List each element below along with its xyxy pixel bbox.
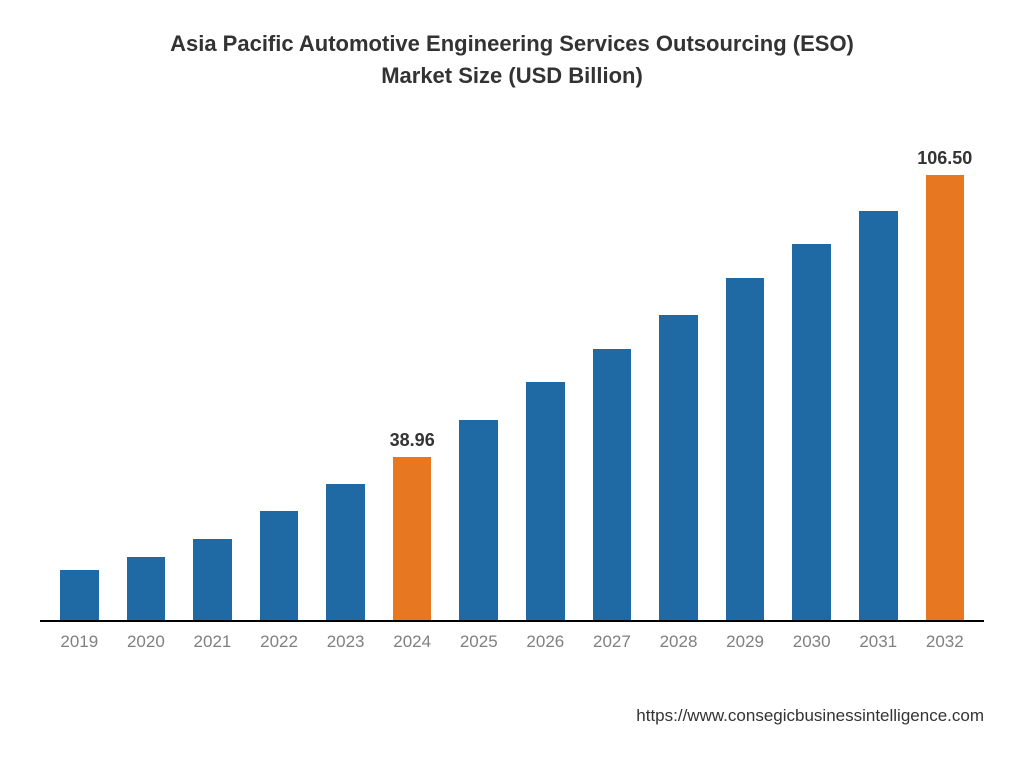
bar-slot-2019 bbox=[46, 140, 113, 620]
bar-2028 bbox=[659, 315, 698, 620]
bar-2024 bbox=[393, 457, 432, 620]
source-url: https://www.consegicbusinessintelligence… bbox=[636, 706, 984, 726]
bar-2026 bbox=[526, 382, 565, 620]
bar-2031 bbox=[859, 211, 898, 620]
x-tick-2025: 2025 bbox=[445, 622, 512, 658]
x-tick-2019: 2019 bbox=[46, 622, 113, 658]
bar-slot-2023 bbox=[312, 140, 379, 620]
bar-2023 bbox=[326, 484, 365, 620]
plot-area: 38.96 106.50 bbox=[40, 140, 984, 622]
x-tick-2030: 2030 bbox=[778, 622, 845, 658]
bar-slot-2031 bbox=[845, 140, 912, 620]
x-tick-2020: 2020 bbox=[113, 622, 180, 658]
chart-area: 38.96 106.50 2019202020212022202320242025… bbox=[40, 140, 984, 658]
x-tick-2023: 2023 bbox=[312, 622, 379, 658]
bar-slot-2022 bbox=[246, 140, 313, 620]
x-tick-2021: 2021 bbox=[179, 622, 246, 658]
bar-slot-2028 bbox=[645, 140, 712, 620]
x-axis: 2019202020212022202320242025202620272028… bbox=[40, 622, 984, 658]
bar-2027 bbox=[593, 349, 632, 620]
bar-2032 bbox=[926, 175, 965, 620]
chart-title-line2: Market Size (USD Billion) bbox=[0, 60, 1024, 92]
bar-slot-2029 bbox=[712, 140, 779, 620]
x-tick-2028: 2028 bbox=[645, 622, 712, 658]
bar-slot-2021 bbox=[179, 140, 246, 620]
x-tick-2032: 2032 bbox=[912, 622, 979, 658]
bar-slot-2026 bbox=[512, 140, 579, 620]
bar-2029 bbox=[726, 278, 765, 620]
bar-2030 bbox=[792, 244, 831, 620]
bars-container: 38.96 106.50 bbox=[40, 140, 984, 620]
bar-slot-2030 bbox=[778, 140, 845, 620]
bar-2019 bbox=[60, 570, 99, 620]
x-tick-2024: 2024 bbox=[379, 622, 446, 658]
bar-2022 bbox=[260, 511, 299, 620]
chart-title-block: Asia Pacific Automotive Engineering Serv… bbox=[0, 0, 1024, 92]
x-tick-2031: 2031 bbox=[845, 622, 912, 658]
bar-2020 bbox=[127, 557, 166, 620]
bar-slot-2024: 38.96 bbox=[379, 140, 446, 620]
x-tick-2022: 2022 bbox=[246, 622, 313, 658]
x-tick-2026: 2026 bbox=[512, 622, 579, 658]
x-tick-2029: 2029 bbox=[712, 622, 779, 658]
bar-value-label-2024: 38.96 bbox=[390, 430, 435, 451]
bar-2021 bbox=[193, 539, 232, 620]
bar-slot-2032: 106.50 bbox=[912, 140, 979, 620]
chart-title-line1: Asia Pacific Automotive Engineering Serv… bbox=[0, 28, 1024, 60]
bar-slot-2025 bbox=[445, 140, 512, 620]
bar-slot-2020 bbox=[113, 140, 180, 620]
x-tick-2027: 2027 bbox=[579, 622, 646, 658]
bar-2025 bbox=[459, 420, 498, 620]
bar-value-label-2032: 106.50 bbox=[917, 148, 972, 169]
bar-slot-2027 bbox=[579, 140, 646, 620]
